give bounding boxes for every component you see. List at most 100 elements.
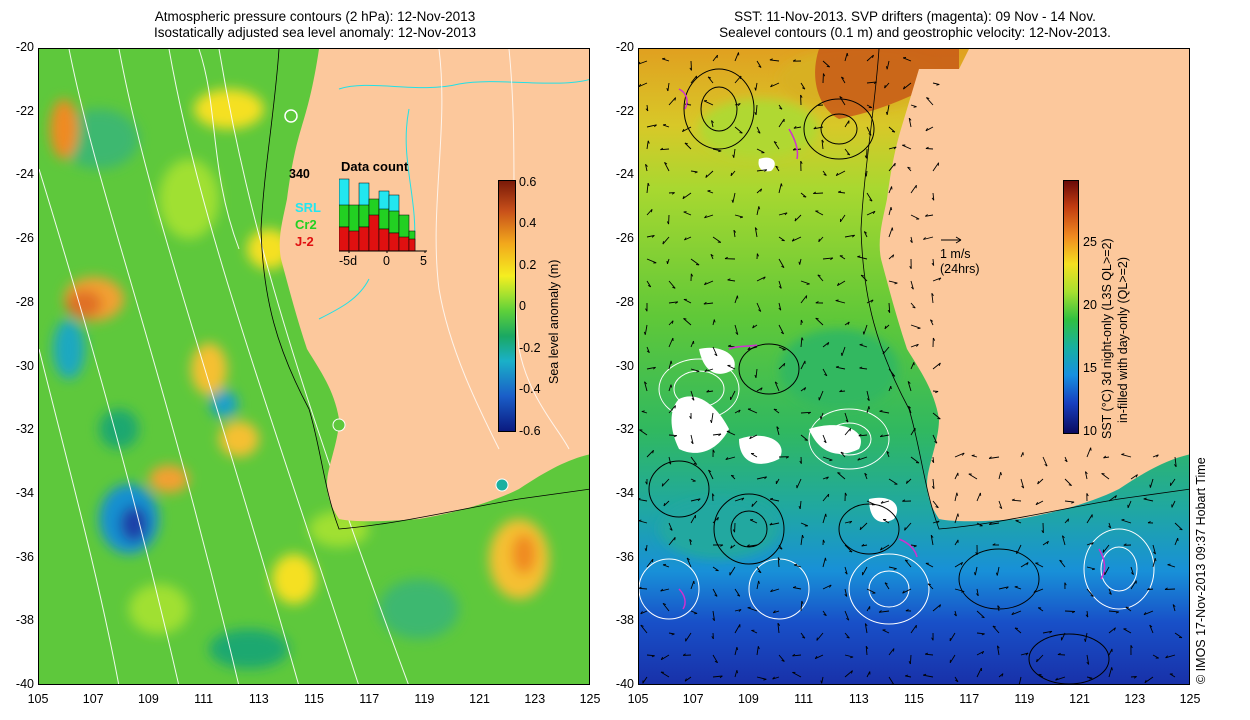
velocity-arrow <box>712 675 723 678</box>
velocity-arrow-head <box>801 636 806 639</box>
velocity-arrow-head <box>824 373 828 377</box>
right-title-line1: SST: 11-Nov-2013. SVP drifters (magenta)… <box>734 9 1096 24</box>
velocity-arrow <box>1037 607 1044 612</box>
velocity-arrow <box>888 227 893 238</box>
velocity-arrow-head <box>839 96 843 99</box>
velocity-arrow <box>706 390 714 393</box>
velocity-arrow-head <box>1156 454 1159 458</box>
velocity-arrow-head <box>1174 464 1177 468</box>
velocity-arrow-head <box>1055 677 1058 681</box>
velocity-arrow <box>1103 456 1110 459</box>
velocity-arrow-head <box>1153 551 1156 555</box>
velocity-arrow-head <box>749 435 752 439</box>
velocity-arrow-head <box>704 369 708 372</box>
velocity-arrow-head <box>988 456 992 459</box>
velocity-arrow-head <box>1167 563 1171 566</box>
velocity-arrow <box>755 368 758 378</box>
velocity-arrow-head <box>884 325 887 329</box>
velocity-arrow-head <box>645 481 648 485</box>
velocity-arrow <box>844 588 848 597</box>
velocity-arrow <box>864 623 868 634</box>
velocity-arrow-head <box>1026 562 1029 566</box>
velocity-arrow <box>1121 519 1132 524</box>
velocity-arrow <box>639 429 648 436</box>
velocity-arrow-head <box>673 435 677 438</box>
velocity-arrow <box>1170 478 1176 486</box>
velocity-arrow <box>866 192 873 202</box>
velocity-arrow <box>1121 453 1132 458</box>
velocity-arrow <box>925 126 934 132</box>
velocity-arrow <box>844 148 851 156</box>
velocity-arrow <box>668 632 675 635</box>
velocity-arrow <box>1086 610 1089 618</box>
velocity-arrow <box>644 381 648 392</box>
velocity-arrow-head <box>684 237 687 241</box>
velocity-arrow-head <box>695 75 698 79</box>
velocity-arrow <box>974 566 978 576</box>
velocity-arrow <box>844 610 850 621</box>
velocity-arrow-head <box>891 227 894 231</box>
velocity-arrow-head <box>935 506 939 509</box>
velocity-arrow <box>1130 474 1138 480</box>
velocity-arrow-head <box>1067 518 1070 522</box>
velocity-arrow-head <box>670 360 673 364</box>
velocity-arrow <box>660 588 670 592</box>
velocity-arrow <box>769 59 780 62</box>
velocity-arrow <box>646 183 649 194</box>
velocity-arrow-head <box>682 128 685 132</box>
velocity-arrow <box>645 164 648 172</box>
velocity-arrow-head <box>825 513 827 517</box>
velocity-arrow-head <box>827 342 830 346</box>
velocity-arrow-head <box>827 494 830 498</box>
velocity-arrow <box>976 610 985 619</box>
velocity-arrow <box>863 324 868 335</box>
velocity-arrow <box>822 170 827 176</box>
velocity-arrow <box>734 75 742 84</box>
velocity-arrow <box>888 566 897 570</box>
velocity-arrow <box>769 498 780 502</box>
velocity-arrow <box>1020 562 1029 568</box>
velocity-arrow-head <box>864 231 867 234</box>
velocity-arrow <box>684 236 692 241</box>
velocity-arrow-head <box>917 327 921 330</box>
velocity-arrow <box>756 126 761 134</box>
velocity-arrow-head <box>975 552 978 556</box>
velocity-arrow <box>662 124 670 128</box>
svp-drifters <box>678 88 1106 610</box>
velocity-arrow <box>1018 676 1022 684</box>
velocity-arrow-head <box>794 218 797 222</box>
legend-cr2: Cr2 <box>295 217 317 232</box>
velocity-arrow <box>925 148 934 150</box>
sea-level-contours <box>639 68 1155 684</box>
legend-j2: J-2 <box>295 234 314 249</box>
velocity-arrow-head <box>1071 501 1075 504</box>
velocity-arrow-head <box>816 637 818 641</box>
velocity-arrow <box>756 646 759 656</box>
velocity-arrow-head <box>672 286 676 289</box>
right-map-panel[interactable]: 1 m/s (24hrs) 25 20 15 10 SST (°C) 3d ni… <box>638 48 1190 685</box>
velocity-arrow <box>910 104 917 108</box>
velocity-arrow-head <box>731 474 735 477</box>
velocity-arrow <box>816 632 824 641</box>
lat-tick-label: -22 <box>15 103 34 118</box>
velocity-arrow <box>923 674 934 678</box>
velocity-arrow <box>1104 566 1110 576</box>
velocity-arrow <box>640 610 648 615</box>
lon-tick-label: 107 <box>682 692 704 706</box>
velocity-arrow-head <box>868 133 872 136</box>
velocity-arrow <box>879 410 890 414</box>
velocity-arrow-head <box>857 457 861 461</box>
left-map-panel[interactable]: Data count 340 SRL Cr2 J-2 <box>38 48 590 685</box>
velocity-arrow <box>998 586 1009 590</box>
velocity-arrow-head <box>706 389 710 393</box>
velocity-arrow-head <box>716 55 718 59</box>
velocity-arrow-head <box>1147 587 1150 591</box>
velocity-arrow-head <box>1111 667 1113 671</box>
velocity-arrow-head <box>754 374 757 378</box>
velocity-arrow-head <box>707 76 712 79</box>
velocity-arrow <box>835 300 846 304</box>
velocity-arrow <box>976 588 979 596</box>
velocity-arrow <box>660 654 670 661</box>
velocity-arrow-head <box>890 386 892 390</box>
velocity-arrow <box>954 562 963 568</box>
